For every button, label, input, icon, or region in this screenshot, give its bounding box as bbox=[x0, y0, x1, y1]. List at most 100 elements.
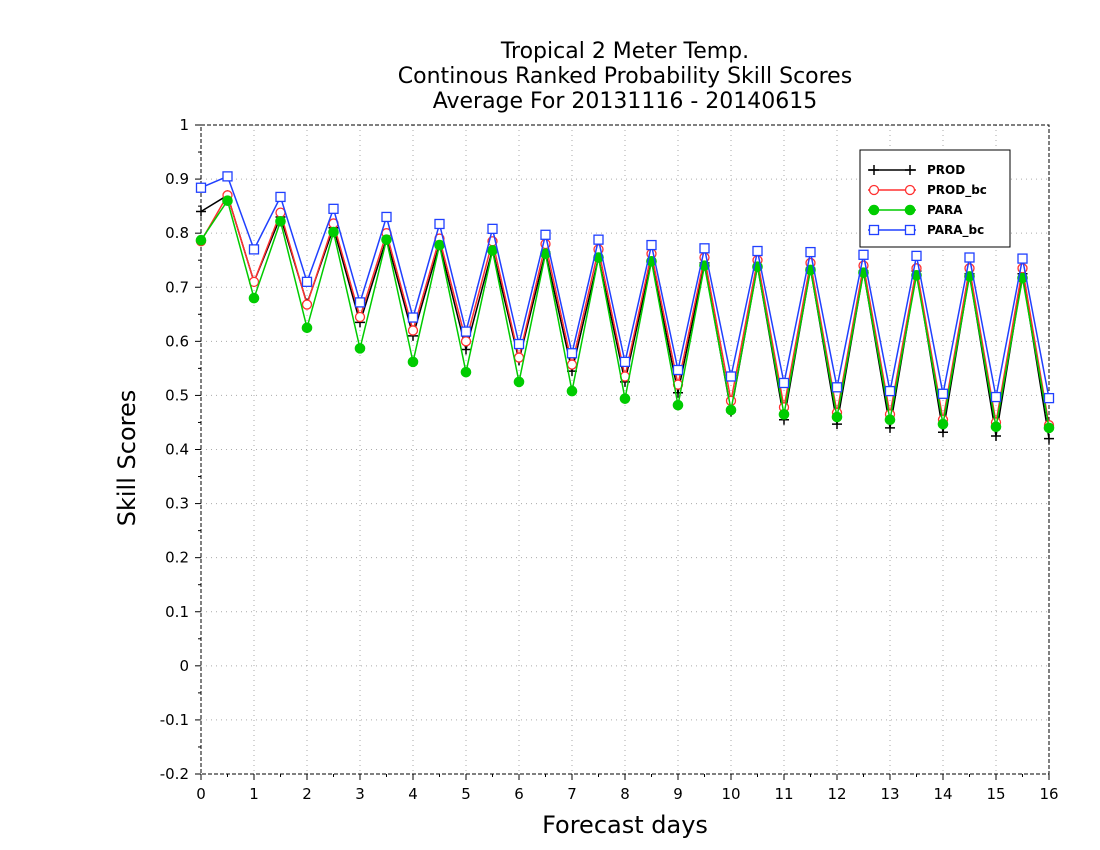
data-point bbox=[434, 239, 445, 251]
data-point bbox=[937, 418, 949, 430]
x-axis-title: Forecast days bbox=[542, 811, 708, 839]
data-point bbox=[487, 245, 498, 256]
data-point bbox=[619, 356, 631, 368]
data-point bbox=[407, 356, 419, 368]
data-point bbox=[593, 234, 604, 245]
y-axis-title: Skill Scores bbox=[113, 390, 141, 527]
data-point bbox=[381, 211, 392, 223]
y-tick-label: 0.4 bbox=[165, 441, 189, 459]
data-point bbox=[354, 297, 366, 308]
legend-marker bbox=[868, 184, 880, 196]
x-tick-label: 7 bbox=[567, 785, 577, 803]
data-point bbox=[699, 243, 710, 254]
data-point bbox=[460, 336, 472, 347]
y-tick-label: 0.8 bbox=[165, 224, 189, 242]
x-tick-label: 16 bbox=[1039, 785, 1058, 803]
data-point bbox=[778, 377, 790, 389]
chart-title-line-2: Continous Ranked Probability Skill Score… bbox=[398, 64, 852, 89]
data-point bbox=[566, 348, 578, 359]
legend-label: PROD_bc bbox=[927, 183, 987, 198]
data-point bbox=[328, 203, 339, 214]
data-point bbox=[381, 234, 392, 245]
data-point bbox=[222, 195, 233, 207]
data-point bbox=[487, 223, 498, 234]
data-point bbox=[195, 182, 207, 193]
data-point bbox=[725, 371, 737, 382]
x-tick-label: 3 bbox=[355, 785, 365, 803]
y-tick-label: -0.1 bbox=[160, 711, 189, 729]
x-tick-label: 12 bbox=[827, 785, 846, 803]
legend-marker bbox=[905, 165, 915, 175]
x-tick-label: 0 bbox=[196, 785, 206, 803]
y-tick-label: 0.3 bbox=[165, 495, 189, 513]
data-point bbox=[460, 366, 472, 378]
x-tick-label: 1 bbox=[249, 785, 259, 803]
data-point bbox=[275, 191, 286, 203]
x-tick-label: 11 bbox=[774, 785, 793, 803]
legend: PROD PROD_bc PARA PARA_bc bbox=[859, 149, 1011, 248]
data-point bbox=[222, 171, 233, 182]
data-point bbox=[911, 270, 922, 281]
data-point bbox=[275, 215, 286, 227]
data-point bbox=[301, 322, 313, 334]
data-point bbox=[911, 250, 922, 262]
x-tick-label: 6 bbox=[514, 785, 524, 803]
data-point bbox=[805, 246, 816, 258]
data-point bbox=[407, 325, 419, 336]
y-tick-label: 0.6 bbox=[165, 332, 189, 350]
grid bbox=[201, 125, 1049, 774]
data-point bbox=[354, 343, 366, 354]
legend-box bbox=[859, 149, 1011, 248]
data-point bbox=[195, 234, 207, 246]
legend-label: PARA_bc bbox=[927, 223, 984, 238]
y-tick-label: 0.5 bbox=[165, 386, 189, 404]
legend-label: PARA bbox=[927, 203, 963, 217]
data-point bbox=[1043, 392, 1055, 404]
legend-marker bbox=[904, 184, 916, 196]
legend-label: PROD bbox=[927, 163, 965, 177]
data-point bbox=[354, 311, 366, 323]
data-point bbox=[1044, 433, 1054, 444]
legend-marker bbox=[869, 165, 879, 175]
data-point bbox=[460, 326, 472, 337]
data-point bbox=[858, 249, 869, 260]
data-point bbox=[1017, 253, 1028, 264]
data-point bbox=[540, 229, 551, 240]
data-point bbox=[646, 239, 657, 251]
data-point bbox=[991, 430, 1001, 441]
legend-marker bbox=[868, 204, 880, 216]
chart-title-line-1: Tropical 2 Meter Temp. bbox=[500, 39, 749, 64]
y-tick-label: 0.1 bbox=[165, 603, 189, 621]
data-point bbox=[990, 391, 1002, 403]
data-point bbox=[619, 393, 631, 404]
data-point bbox=[964, 252, 975, 263]
data-point bbox=[725, 404, 737, 416]
data-point bbox=[990, 421, 1002, 433]
data-point bbox=[672, 399, 684, 411]
x-tick-label: 9 bbox=[673, 785, 683, 803]
data-point bbox=[434, 218, 445, 230]
data-point bbox=[752, 245, 763, 257]
x-tick-label: 4 bbox=[408, 785, 418, 803]
chart-title-line-3: Average For 20131116 - 20140615 bbox=[433, 89, 818, 114]
series-group bbox=[195, 171, 1055, 444]
data-point bbox=[725, 395, 737, 406]
data-point bbox=[301, 299, 313, 310]
axes: 0 1 2 3 4 5 6 7 8 9 10 11 12 13 14 15 16-0.2-0.100.10.20… bbox=[160, 116, 1059, 803]
y-tick-label: 0 bbox=[179, 657, 189, 675]
y-tick-label: 0.2 bbox=[165, 549, 189, 567]
series-para-bc bbox=[195, 171, 1055, 404]
data-point bbox=[1043, 422, 1055, 434]
data-point bbox=[566, 359, 578, 370]
y-tick-label: 1 bbox=[179, 116, 189, 134]
x-tick-label: 15 bbox=[986, 785, 1005, 803]
data-point bbox=[831, 411, 843, 423]
data-point bbox=[513, 376, 525, 388]
data-point bbox=[672, 364, 684, 376]
data-point bbox=[513, 352, 525, 363]
y-tick-label: 0.9 bbox=[165, 170, 189, 188]
data-point bbox=[884, 414, 896, 426]
x-tick-label: 2 bbox=[302, 785, 312, 803]
data-point bbox=[407, 312, 419, 323]
